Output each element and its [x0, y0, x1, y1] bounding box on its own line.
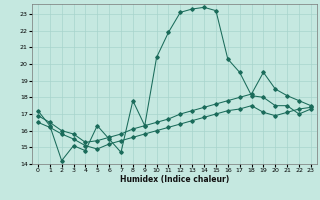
X-axis label: Humidex (Indice chaleur): Humidex (Indice chaleur) — [120, 175, 229, 184]
